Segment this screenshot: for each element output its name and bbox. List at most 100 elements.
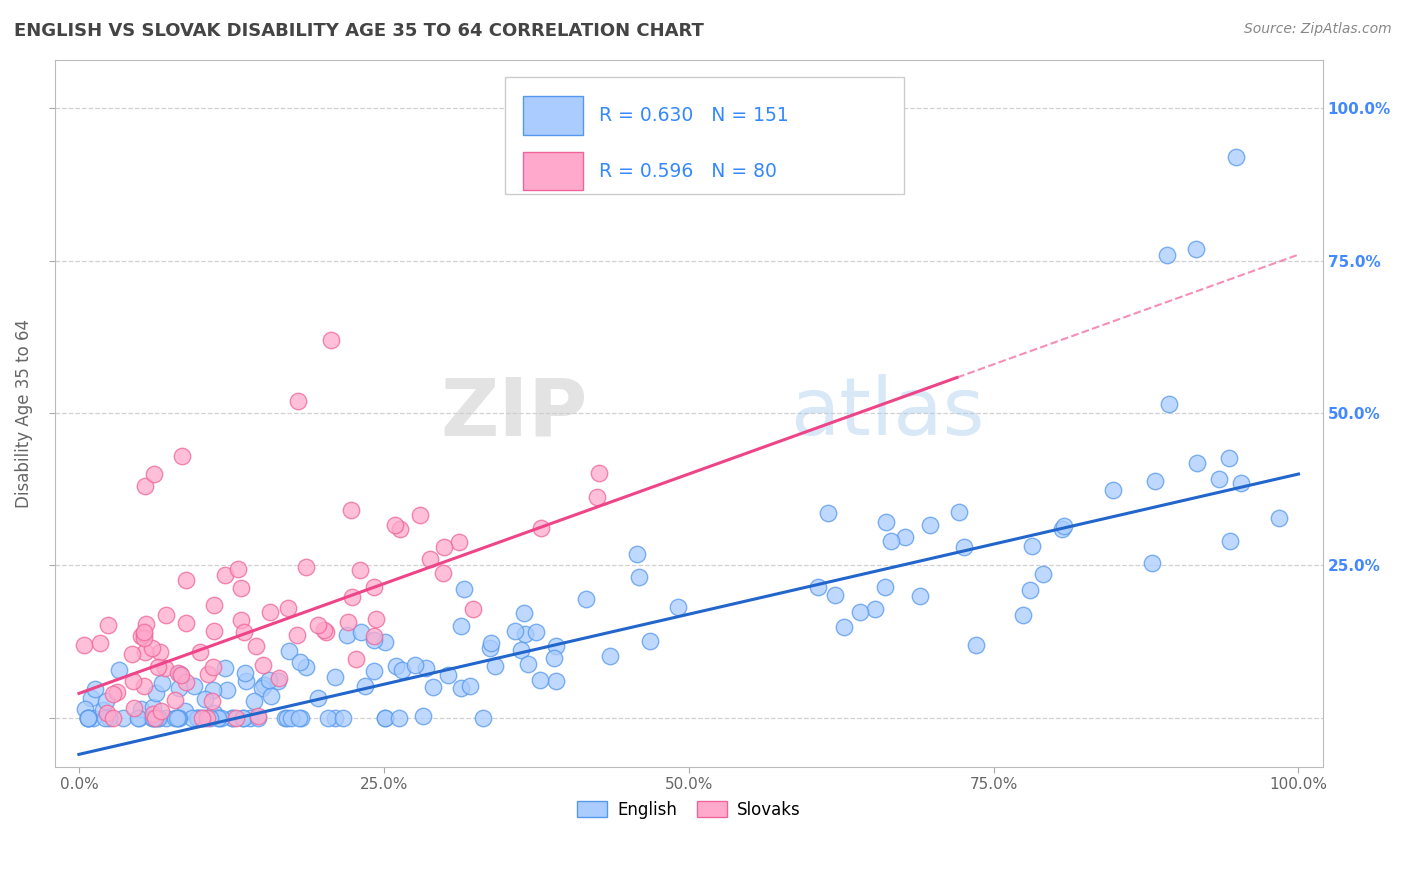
Point [626, 547, 648, 561]
Point [1021, 540, 1043, 554]
Point [142, 707, 165, 722]
Point [186, 711, 208, 725]
Point [458, 679, 481, 693]
Point [146, 711, 169, 725]
Point [148, 711, 170, 725]
Point [176, 675, 198, 690]
Point [450, 619, 472, 633]
Point [409, 508, 432, 523]
Point [287, 393, 309, 408]
Point [201, 683, 224, 698]
Point [214, 567, 236, 582]
Point [513, 627, 536, 641]
Point [340, 590, 363, 604]
Point [513, 606, 536, 620]
Point [231, 582, 253, 596]
Point [875, 515, 897, 529]
Point [363, 633, 385, 648]
Point [1050, 522, 1073, 536]
Point [128, 711, 150, 725]
Point [180, 711, 202, 725]
Point [202, 660, 225, 674]
Point [503, 624, 526, 638]
Point [101, 711, 124, 725]
Point [1225, 150, 1247, 164]
Point [188, 645, 211, 659]
Point [204, 598, 226, 612]
Point [575, 592, 598, 607]
Point [197, 666, 219, 681]
Point [848, 605, 870, 619]
Point [105, 685, 128, 699]
Point [166, 711, 188, 725]
Point [201, 694, 224, 708]
Point [419, 551, 441, 566]
Point [202, 624, 225, 639]
Point [221, 711, 243, 725]
Point [510, 642, 533, 657]
Point [214, 661, 236, 675]
Point [142, 467, 165, 481]
Point [239, 711, 262, 725]
Point [879, 534, 901, 549]
Point [145, 711, 167, 725]
Point [479, 640, 502, 655]
Point [232, 624, 254, 639]
Point [1102, 483, 1125, 498]
Point [295, 660, 318, 674]
Point [209, 711, 232, 725]
Point [285, 628, 308, 642]
Point [146, 660, 169, 674]
Point [374, 635, 396, 649]
Point [350, 625, 373, 640]
Point [89, 636, 111, 650]
Point [250, 681, 273, 695]
Point [80, 690, 103, 705]
Point [76, 711, 98, 725]
Point [1187, 457, 1209, 471]
Point [312, 623, 335, 637]
Point [1218, 451, 1240, 466]
Point [599, 648, 621, 663]
Point [229, 614, 252, 628]
Point [323, 711, 346, 725]
Point [77, 711, 100, 725]
Point [111, 711, 134, 725]
Point [169, 668, 191, 682]
Point [415, 661, 437, 675]
Point [321, 333, 343, 347]
Point [98, 711, 121, 725]
Point [1019, 582, 1042, 597]
Text: atlas: atlas [790, 374, 984, 452]
Point [546, 673, 568, 688]
Point [824, 588, 846, 602]
Point [96, 706, 118, 721]
Point [384, 518, 406, 533]
Point [128, 711, 150, 725]
Point [134, 631, 156, 645]
Point [288, 711, 311, 725]
Point [208, 711, 231, 725]
Point [449, 534, 471, 549]
Point [169, 666, 191, 681]
Point [150, 676, 173, 690]
Point [228, 562, 250, 576]
Point [295, 560, 318, 574]
Point [142, 711, 165, 725]
Point [149, 645, 172, 659]
Point [953, 541, 976, 555]
Point [479, 636, 502, 650]
Point [97, 618, 120, 632]
Point [73, 638, 96, 652]
Point [388, 522, 411, 536]
Point [627, 570, 650, 584]
Point [873, 580, 896, 594]
Point [412, 709, 434, 723]
Point [76, 711, 98, 725]
Point [163, 711, 186, 725]
Point [516, 657, 538, 671]
Point [585, 490, 607, 504]
Point [207, 711, 229, 725]
Text: ZIP: ZIP [440, 374, 588, 452]
Point [1185, 242, 1208, 256]
